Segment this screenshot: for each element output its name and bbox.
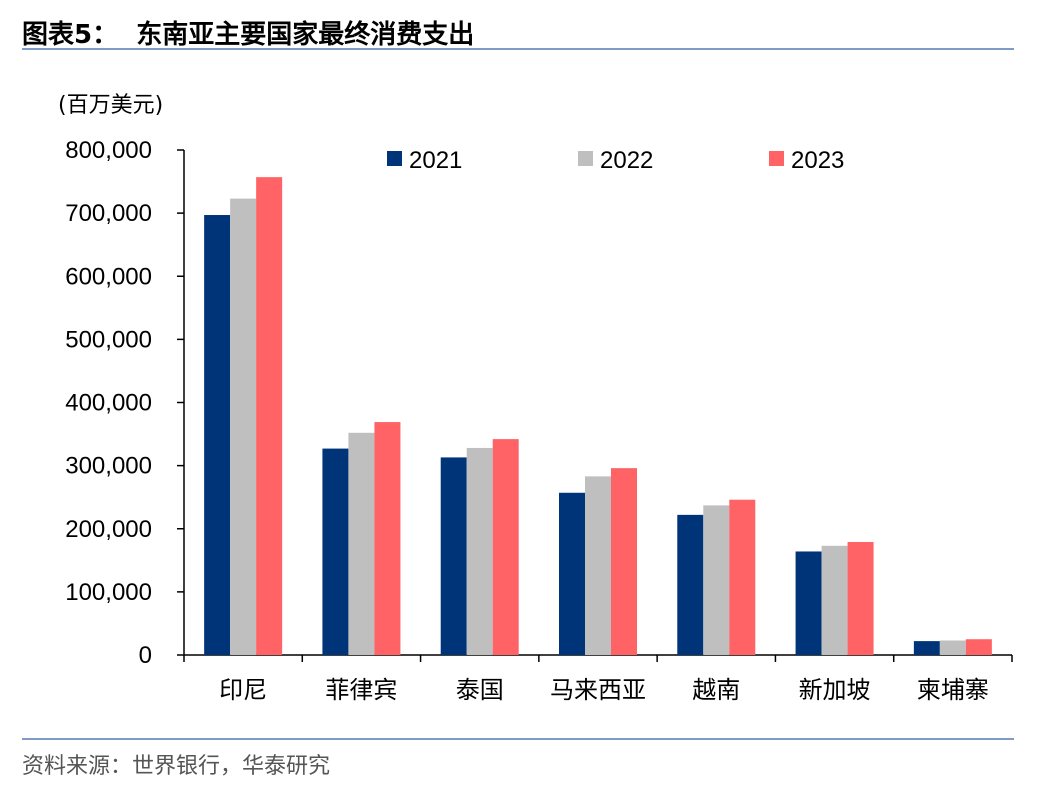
source-divider bbox=[22, 738, 1014, 740]
legend-swatch-2022 bbox=[578, 151, 593, 166]
x-tick-label: 马来西亚 bbox=[550, 676, 646, 704]
bar-2022 bbox=[230, 198, 257, 655]
x-tick-label: 新加坡 bbox=[799, 676, 871, 704]
bar-2022 bbox=[585, 476, 611, 655]
y-tick-label: 500,000 bbox=[65, 326, 152, 353]
bar-2022 bbox=[703, 505, 730, 655]
y-tick-label: 400,000 bbox=[65, 390, 152, 417]
legend-label-2022: 2022 bbox=[600, 147, 653, 174]
bar-2022 bbox=[821, 545, 848, 655]
legend: 2021 2022 2023 bbox=[387, 147, 844, 174]
source-note: 资料来源：世界银行，华泰研究 bbox=[22, 754, 331, 779]
y-tick-label: 100,000 bbox=[65, 579, 152, 606]
y-tick-label: 200,000 bbox=[65, 516, 152, 543]
y-tick-label: 600,000 bbox=[65, 263, 152, 290]
bar-2023 bbox=[847, 542, 874, 655]
y-tick-label: 800,000 bbox=[65, 137, 152, 164]
bar-2021 bbox=[322, 448, 349, 655]
axes: 0 100,000 200,000 300,000 400,000 500,000 600,… bbox=[65, 137, 1013, 704]
bar-2021 bbox=[559, 492, 585, 655]
y-tick-label: 300,000 bbox=[65, 453, 152, 480]
bar-2022 bbox=[466, 447, 493, 655]
legend-swatch-2023 bbox=[769, 151, 784, 166]
legend-label-2023: 2023 bbox=[791, 147, 844, 174]
y-tick-label: 700,000 bbox=[65, 200, 152, 227]
bar-2021 bbox=[204, 215, 231, 656]
bar-2021 bbox=[677, 514, 704, 655]
x-tick-label: 越南 bbox=[692, 676, 740, 704]
legend-label-2021: 2021 bbox=[409, 147, 462, 174]
bar-2021 bbox=[440, 457, 467, 655]
x-tick-label: 柬埔寨 bbox=[917, 676, 989, 704]
bar-2023 bbox=[611, 468, 637, 655]
x-tick-label: 菲律宾 bbox=[325, 676, 397, 704]
y-tick-label: 0 bbox=[139, 642, 152, 669]
bar-2023 bbox=[729, 499, 756, 655]
bar-2023 bbox=[965, 639, 992, 655]
bar-2023 bbox=[374, 422, 401, 655]
figure-title: 图表5： 东南亚主要国家最终消费支出 bbox=[22, 20, 475, 50]
bar-2021 bbox=[913, 641, 940, 655]
bar-2022 bbox=[348, 432, 375, 655]
y-axis-unit-label: (百万美元) bbox=[58, 93, 163, 118]
bar-2021 bbox=[795, 551, 822, 655]
bar-2023 bbox=[492, 439, 519, 655]
title-divider bbox=[22, 48, 1014, 50]
bar-2023 bbox=[256, 177, 283, 656]
bar-2022 bbox=[939, 640, 966, 655]
x-tick-label: 泰国 bbox=[456, 676, 504, 704]
x-tick-label: 印尼 bbox=[219, 676, 267, 704]
bars bbox=[204, 177, 992, 656]
legend-swatch-2021 bbox=[387, 151, 402, 166]
